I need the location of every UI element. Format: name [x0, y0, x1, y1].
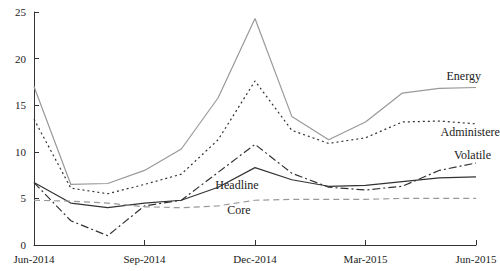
svg-text:25: 25 — [15, 6, 27, 18]
svg-text:Energy: Energy — [447, 69, 481, 83]
svg-text:Dec-2014: Dec-2014 — [233, 253, 277, 265]
svg-text:20: 20 — [15, 53, 27, 65]
svg-text:Jun-2014: Jun-2014 — [14, 253, 55, 265]
svg-text:5: 5 — [21, 192, 27, 204]
svg-text:Volatile: Volatile — [454, 148, 491, 162]
svg-text:Core: Core — [227, 203, 250, 217]
svg-text:Sep-2014: Sep-2014 — [123, 253, 166, 265]
svg-text:15: 15 — [15, 99, 27, 111]
svg-text:Mar-2015: Mar-2015 — [344, 253, 388, 265]
svg-text:0: 0 — [21, 239, 27, 251]
svg-text:Headline: Headline — [215, 177, 259, 192]
svg-text:Administered: Administered — [441, 125, 500, 139]
svg-text:Jun-2015: Jun-2015 — [456, 253, 497, 265]
svg-text:10: 10 — [15, 146, 27, 158]
